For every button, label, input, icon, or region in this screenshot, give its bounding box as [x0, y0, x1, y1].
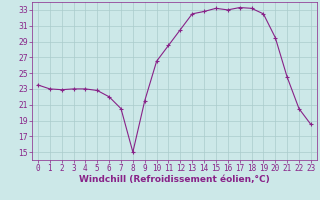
X-axis label: Windchill (Refroidissement éolien,°C): Windchill (Refroidissement éolien,°C) [79, 175, 270, 184]
